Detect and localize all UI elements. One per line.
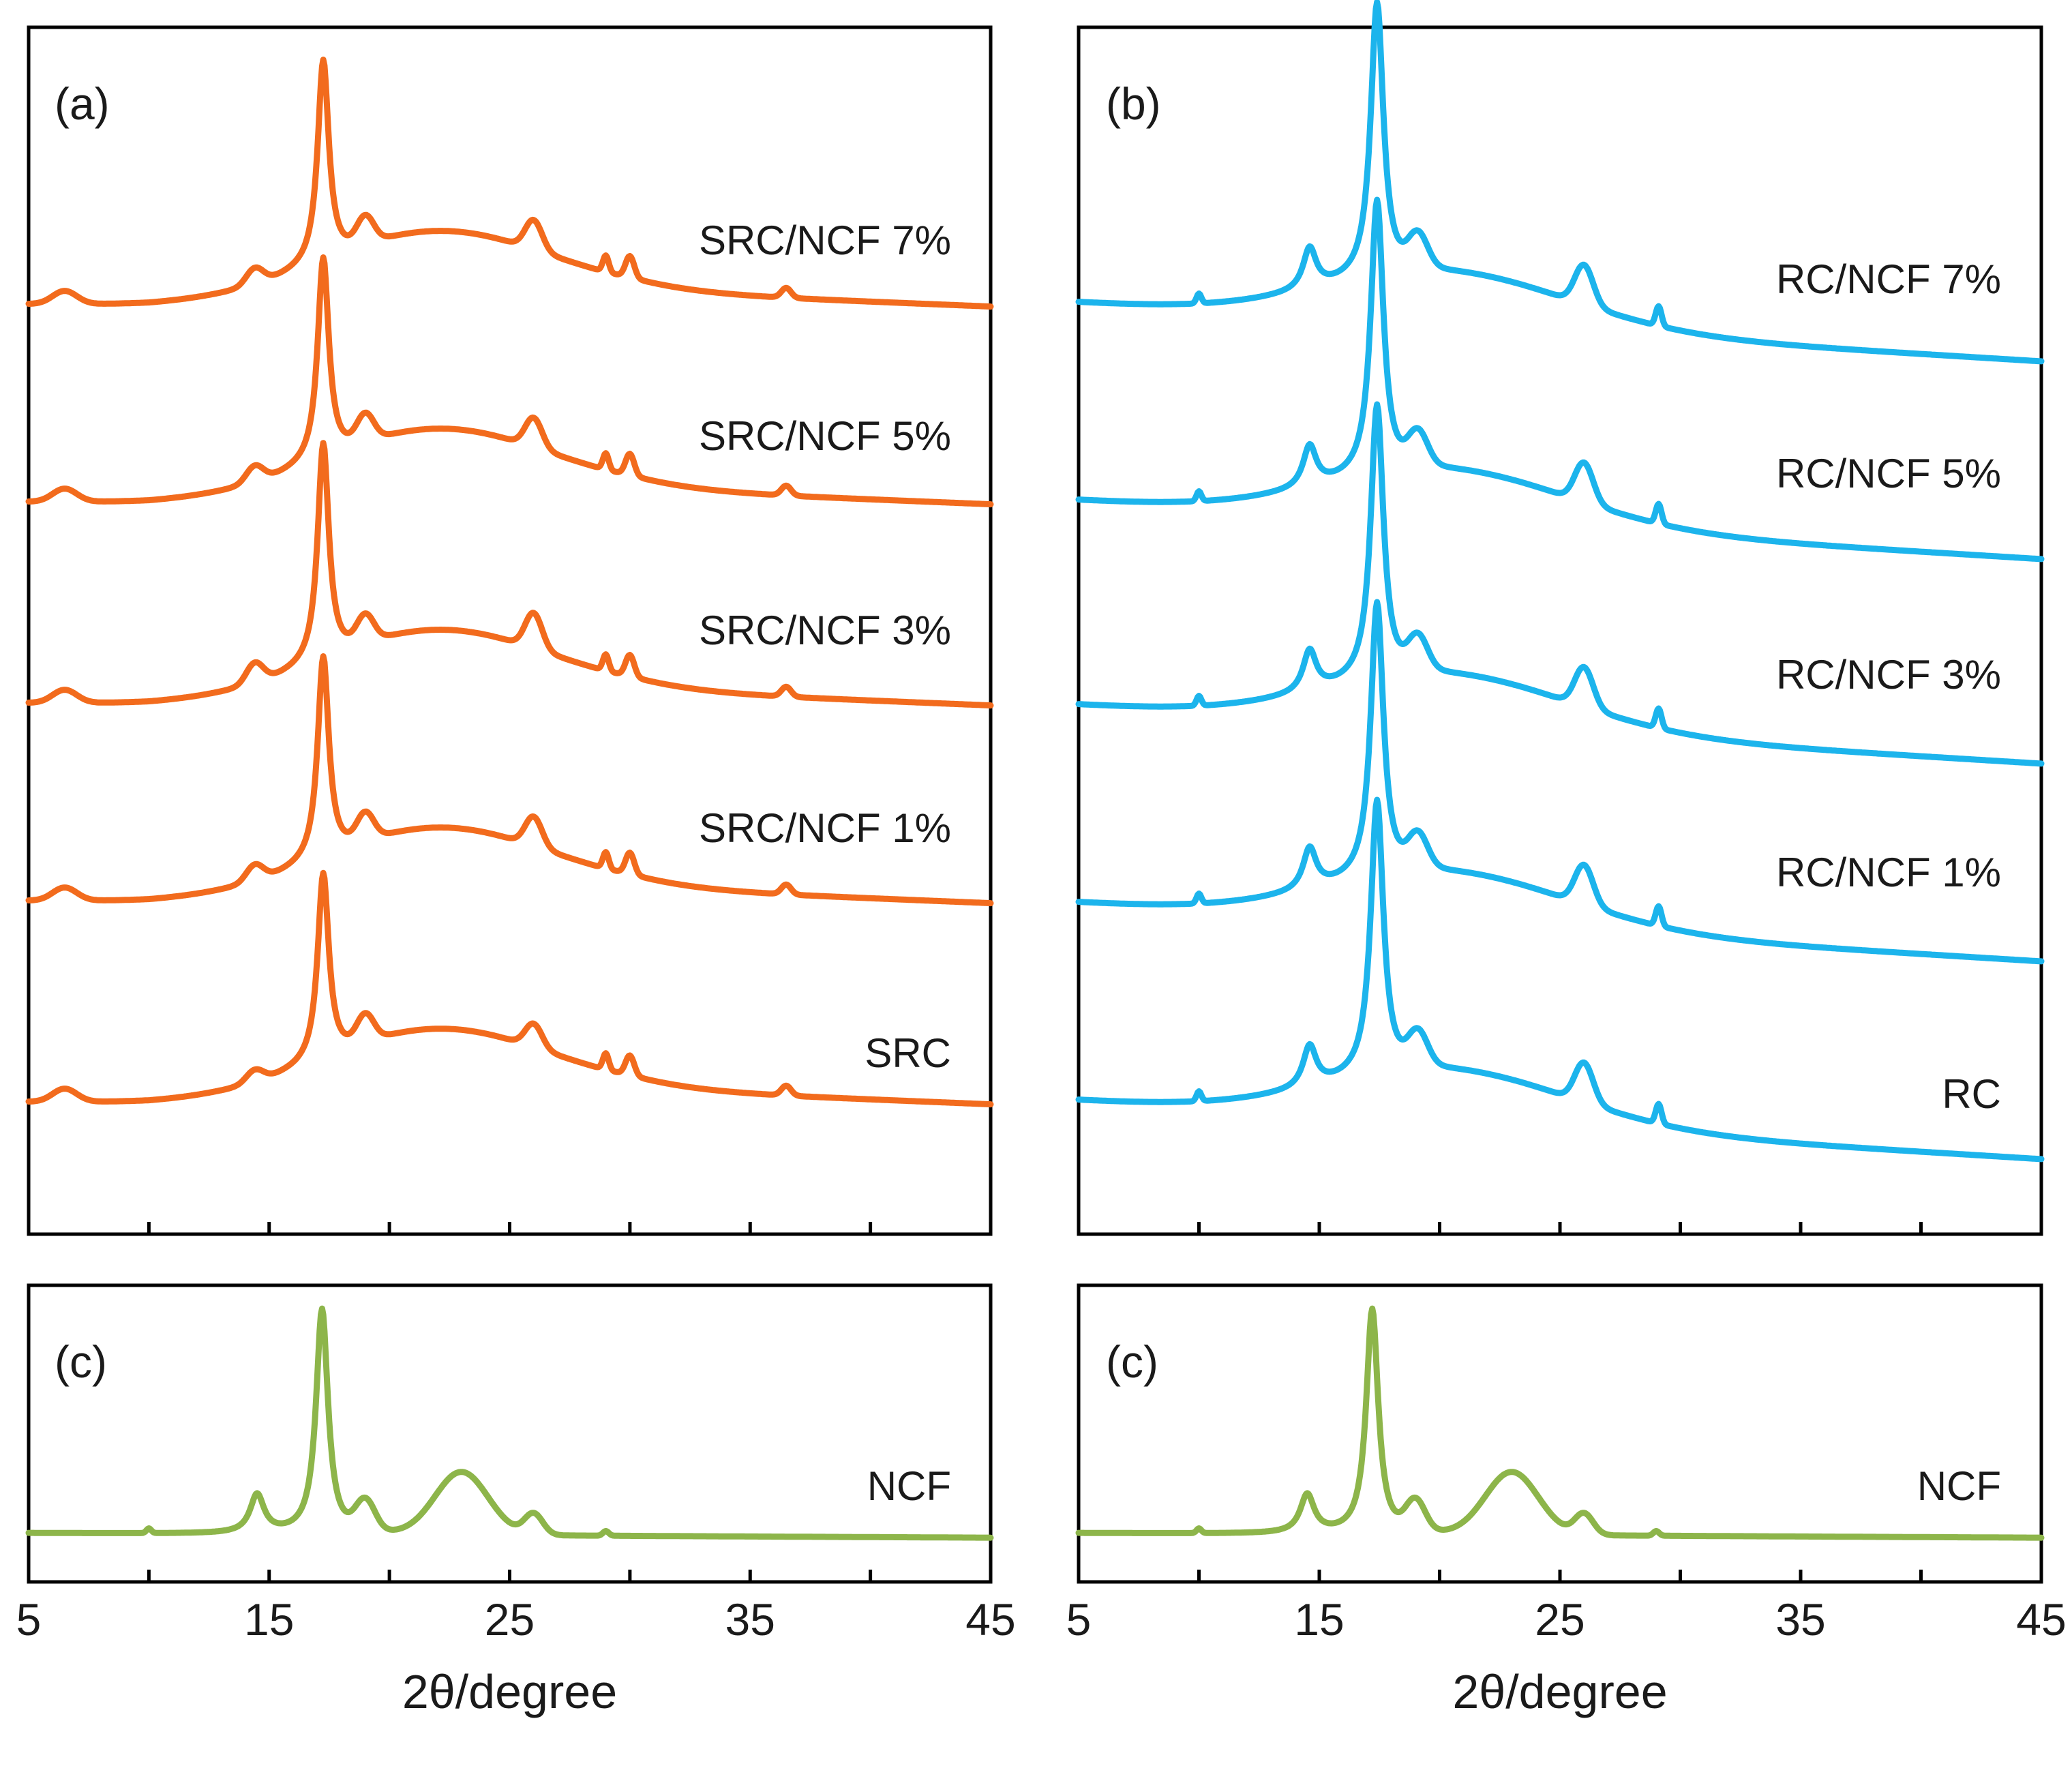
x-tick-label: 25	[485, 1594, 535, 1645]
series-line-src	[25, 869, 994, 1108]
x-tick-label: 45	[965, 1594, 1015, 1645]
series-line-src-ncf-1-	[25, 653, 994, 907]
x-tick-label: 25	[1535, 1594, 1585, 1645]
x-tick-label: 35	[1775, 1594, 1825, 1645]
series-line-src-ncf-7-	[25, 57, 994, 310]
series-line-ncf	[1075, 1305, 2045, 1541]
panel-tag: (c)	[1106, 1336, 1158, 1387]
x-tick-label: 45	[2016, 1594, 2066, 1645]
x-tick-label: 15	[244, 1594, 294, 1645]
series-label: RC/NCF 5%	[1776, 451, 2001, 496]
series-label: RC	[1942, 1071, 2001, 1117]
series-line-rc-ncf-7-	[1075, 0, 2045, 365]
x-tick-label: 5	[1066, 1594, 1092, 1645]
series-label: SRC/NCF 5%	[699, 413, 951, 459]
series-label: SRC/NCF 1%	[699, 805, 951, 851]
x-axis-title: 2θ/degree	[1452, 1665, 1667, 1718]
series-line-rc-ncf-3-	[1075, 401, 2045, 767]
x-axis-title: 2θ/degree	[402, 1665, 617, 1718]
plot-frame	[1077, 25, 2043, 1236]
x-tick-label: 5	[16, 1594, 42, 1645]
series-label: RC/NCF 1%	[1776, 850, 2001, 895]
x-tick-label: 15	[1294, 1594, 1344, 1645]
panel-tag: (c)	[55, 1336, 107, 1387]
series-label: SRC/NCF 3%	[699, 608, 951, 653]
x-tick-label: 35	[725, 1594, 775, 1645]
series-line-ncf	[25, 1305, 994, 1541]
series-label: RC/NCF 7%	[1776, 256, 2001, 302]
panel-3: (c) NCF 5 15 25 35 45 2θ/degree	[16, 1283, 1016, 1718]
panel-2: (b) RC/NCF 7% RC/NCF 5% RC/NCF 3% RC/NCF 1% R…	[1075, 0, 2045, 1236]
series-label: SRC	[865, 1030, 951, 1076]
series-line-src-ncf-5-	[25, 254, 994, 508]
series-line-rc	[1075, 796, 2045, 1163]
panel-tag: (a)	[55, 78, 110, 129]
panel-tag: (b)	[1106, 78, 1161, 129]
panel-4: (c) NCF 5 15 25 35 45 2θ/degree	[1066, 1283, 2067, 1718]
series-line-src-ncf-3-	[25, 440, 994, 709]
series-label: RC/NCF 3%	[1776, 652, 2001, 698]
series-line-rc-ncf-5-	[1075, 196, 2045, 563]
series-label: SRC/NCF 7%	[699, 218, 951, 263]
series-label: NCF	[867, 1463, 951, 1509]
series-label: NCF	[1917, 1463, 2001, 1509]
series-line-rc-ncf-1-	[1075, 599, 2045, 965]
panel-1: (a) SRC/NCF 7% SRC/NCF 5% SRC/NCF 3% SRC/NCF…	[25, 25, 994, 1236]
